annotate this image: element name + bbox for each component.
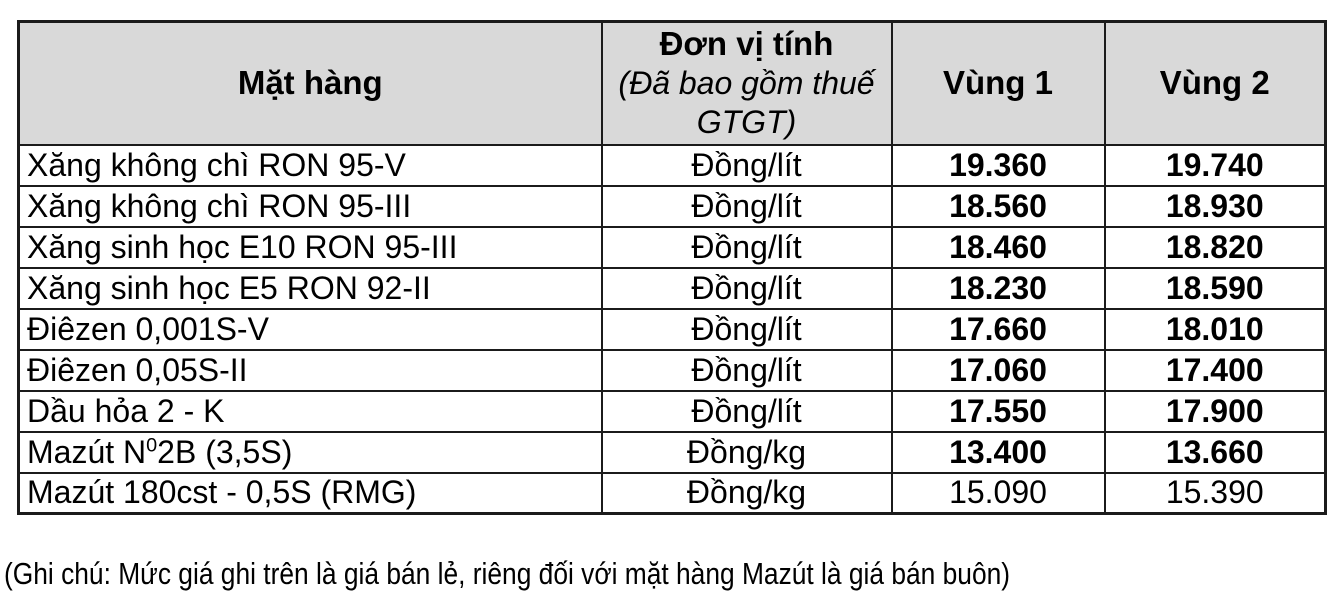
region2-price-cell: 13.660	[1103, 430, 1327, 474]
product-name-cell: Xăng sinh học E10 RON 95-III	[17, 225, 603, 269]
table-row: Xăng sinh học E5 RON 92-II Đồng/lít 18.230…	[17, 266, 1327, 310]
table-row: Mazút N02B (3,5S) Đồng/kg 13.400 13.660	[17, 430, 1327, 474]
product-name-cell: Xăng không chì RON 95-III	[17, 184, 603, 228]
header-product-label: Mặt hàng	[237, 64, 383, 102]
header-unit-title: Đơn vị tính	[659, 25, 834, 63]
header-row: Mặt hàng Đơn vị tính (Đã bao gồm thuế GT…	[17, 20, 1327, 146]
product-name-cell: Điêzen 0,05S-II	[17, 348, 603, 392]
unit-cell: Đồng/lít	[600, 143, 893, 187]
table-row: Điêzen 0,001S-V Đồng/lít 17.660 18.010	[17, 307, 1327, 351]
header-region-2-label: Vùng 2	[1159, 64, 1270, 102]
region2-price-cell: 18.590	[1103, 266, 1327, 310]
table-row: Xăng sinh học E10 RON 95-III Đồng/lít 18.4…	[17, 225, 1327, 269]
header-region-2: Vùng 2	[1103, 20, 1327, 146]
product-name-cell: Xăng sinh học E5 RON 92-II	[17, 266, 603, 310]
unit-cell: Đồng/lít	[600, 184, 893, 228]
table-row: Xăng không chì RON 95-V Đồng/lít 19.360 19.…	[17, 143, 1327, 187]
header-unit: Đơn vị tính (Đã bao gồm thuế GTGT)	[600, 20, 893, 146]
table-row: Xăng không chì RON 95-III Đồng/lít 18.560 1…	[17, 184, 1327, 228]
fuel-price-table: Mặt hàng Đơn vị tính (Đã bao gồm thuế GT…	[17, 20, 1327, 515]
table-row: Điêzen 0,05S-II Đồng/lít 17.060 17.400	[17, 348, 1327, 392]
region1-price-cell: 17.660	[890, 307, 1106, 351]
superscript: 0	[146, 433, 158, 456]
product-name-cell: Mazút N02B (3,5S)	[17, 430, 603, 474]
region2-price-cell: 18.930	[1103, 184, 1327, 228]
unit-cell: Đồng/lít	[600, 266, 893, 310]
footnote: (Ghi chú: Mức giá ghi trên là giá bán lẻ…	[4, 556, 1011, 591]
region1-price-cell: 17.550	[890, 389, 1106, 433]
unit-cell: Đồng/kg	[600, 471, 893, 515]
region1-price-cell: 15.090	[890, 471, 1106, 515]
region2-price-cell: 17.900	[1103, 389, 1327, 433]
unit-cell: Đồng/lít	[600, 307, 893, 351]
region2-price-cell: 15.390	[1103, 471, 1327, 515]
unit-cell: Đồng/kg	[600, 430, 893, 474]
region2-price-cell: 18.010	[1103, 307, 1327, 351]
unit-cell: Đồng/lít	[600, 348, 893, 392]
header-region-1-label: Vùng 1	[942, 64, 1053, 102]
header-unit-subtitle: (Đã bao gồm thuế GTGT)	[618, 65, 875, 141]
region1-price-cell: 19.360	[890, 143, 1106, 187]
region1-price-cell: 13.400	[890, 430, 1106, 474]
table-row: Dầu hỏa 2 - K Đồng/lít 17.550 17.900	[17, 389, 1327, 433]
region2-price-cell: 19.740	[1103, 143, 1327, 187]
header-region-1: Vùng 1	[890, 20, 1106, 146]
header-product: Mặt hàng	[17, 20, 603, 146]
product-name-cell: Xăng không chì RON 95-V	[17, 143, 603, 187]
region2-price-cell: 17.400	[1103, 348, 1327, 392]
unit-cell: Đồng/lít	[600, 389, 893, 433]
region1-price-cell: 18.560	[890, 184, 1106, 228]
product-name-cell: Dầu hỏa 2 - K	[17, 389, 603, 433]
region1-price-cell: 18.230	[890, 266, 1106, 310]
unit-cell: Đồng/lít	[600, 225, 893, 269]
product-name-cell: Điêzen 0,001S-V	[17, 307, 603, 351]
table-body: Xăng không chì RON 95-V Đồng/lít 19.360 19.…	[17, 143, 1327, 515]
table-row: Mazút 180cst - 0,5S (RMG) Đồng/kg 15.090 15…	[17, 471, 1327, 515]
region2-price-cell: 18.820	[1103, 225, 1327, 269]
region1-price-cell: 18.460	[890, 225, 1106, 269]
product-name-cell: Mazút 180cst - 0,5S (RMG)	[17, 471, 603, 515]
region1-price-cell: 17.060	[890, 348, 1106, 392]
